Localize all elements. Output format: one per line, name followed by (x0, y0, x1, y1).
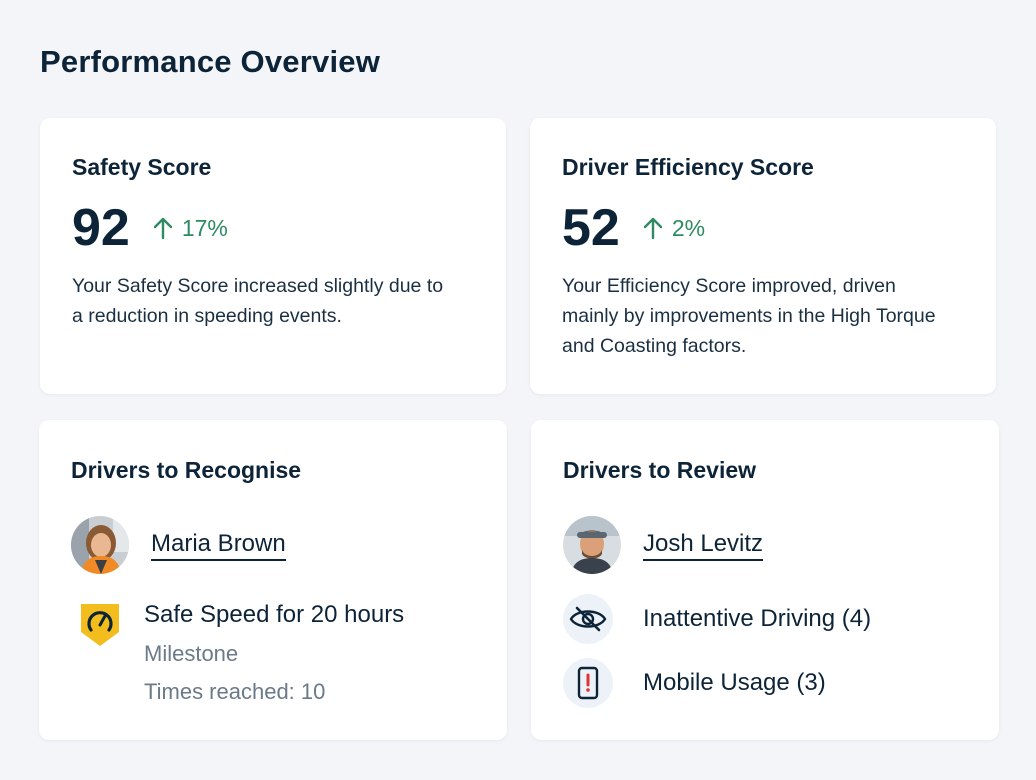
avatar (71, 516, 129, 574)
drivers-to-review-title: Drivers to Review (563, 457, 757, 483)
issue-item: Inattentive Driving (4) (563, 594, 871, 644)
safety-score-value: 92 (72, 199, 130, 257)
issue-item: Mobile Usage (3) (563, 658, 826, 708)
efficiency-score-change: 2% (671, 214, 706, 241)
milestone-times-reached: Times reached: 10 (144, 679, 326, 704)
drivers-to-recognise-title: Drivers to Recognise (71, 457, 302, 483)
safety-score-row: 92 17% (72, 202, 228, 254)
driver-name-link[interactable]: Maria Brown (151, 530, 286, 561)
milestone: Safe Speed for 20 hours Milestone Times … (144, 601, 464, 711)
efficiency-score-value: 52 (562, 199, 620, 257)
avatar (563, 516, 621, 574)
driver-name-link[interactable]: Josh Levitz (643, 530, 764, 561)
safety-score-trend: 17% (152, 215, 228, 242)
safety-score-change: 17% (181, 214, 228, 241)
efficiency-score-card: Driver Efficiency Score 52 2% Your Effic… (530, 118, 996, 394)
issue-label: Inattentive Driving (4) (643, 605, 872, 632)
issue-icon-circle (563, 594, 613, 644)
efficiency-score-title: Driver Efficiency Score (562, 154, 814, 180)
eye-slash-icon (569, 606, 607, 632)
safety-score-title: Safety Score (72, 154, 212, 180)
safety-score-description: Your Safety Score increased slightly due… (72, 275, 444, 327)
milestone-title: Safe Speed for 20 hours (144, 601, 405, 628)
safety-score-card: Safety Score 92 17% Your Safety Score in… (40, 118, 506, 394)
arrow-up-icon (643, 217, 663, 240)
review-driver: Josh Levitz (563, 516, 764, 574)
recognise-driver: Maria Brown (71, 516, 286, 574)
page-title: Performance Overview (40, 44, 381, 79)
arrow-up-icon (153, 217, 173, 240)
speedometer-badge-icon (79, 602, 121, 653)
efficiency-score-description: Your Efficiency Score improved, driven m… (562, 275, 936, 357)
drivers-to-recognise-card: Drivers to Recognise Maria Brown Safe Sp… (39, 420, 507, 740)
mobile-alert-icon (577, 666, 599, 700)
efficiency-score-row: 52 2% (562, 202, 705, 254)
milestone-type: Milestone (144, 641, 239, 666)
drivers-to-review-card: Drivers to Review Josh Levitz Inattentiv… (531, 420, 999, 740)
efficiency-score-trend: 2% (642, 215, 705, 242)
issue-label: Mobile Usage (3) (643, 669, 826, 696)
issue-icon-circle (563, 658, 613, 708)
